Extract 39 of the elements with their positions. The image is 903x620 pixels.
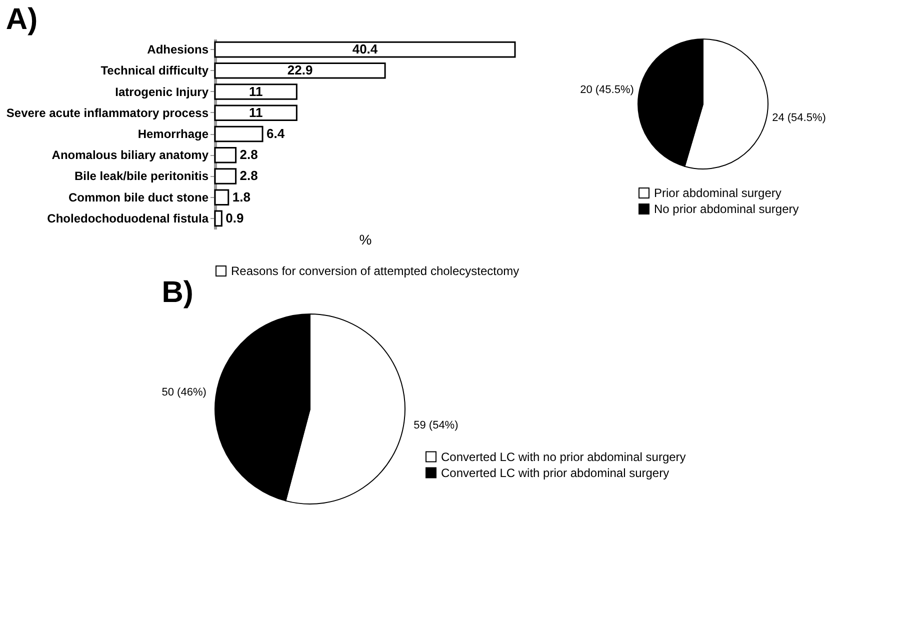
y-tick-label: Technical difficulty — [100, 64, 209, 78]
y-tick-label: Anomalous biliary anatomy — [52, 148, 209, 162]
bar — [214, 104, 298, 122]
y-tick-label: Adhesions — [147, 42, 209, 57]
y-tick-label: Common bile duct stone — [68, 190, 209, 204]
bar — [214, 189, 230, 206]
bar — [214, 126, 264, 142]
x-axis-title: % — [359, 232, 372, 248]
data-label: 59 (54%) — [414, 419, 458, 432]
bar — [214, 210, 222, 227]
legend-label: Reasons for conversion of attempted cholecystectomy — [231, 264, 520, 278]
data-label: 40.4 — [352, 42, 378, 57]
bar — [214, 168, 237, 184]
y-tick-label: Hemorrhage — [138, 127, 209, 141]
data-label: 0.9 — [226, 210, 244, 226]
legend-label: Prior abdominal surgery — [654, 186, 782, 200]
y-tick-label: Bile leak/bile peritonitis — [74, 169, 209, 184]
data-label: 6.4 — [266, 126, 286, 141]
y-tick-label: Iatrogenic Injury — [115, 84, 209, 99]
bar — [214, 41, 516, 58]
y-tick-label: Severe acute inflammatory process — [6, 106, 209, 120]
chart-title: B) — [162, 276, 194, 309]
legend-label: No prior abdominal surgery — [654, 202, 799, 216]
data-label: 50 (46%) — [162, 386, 206, 399]
data-label: 11 — [248, 104, 263, 120]
data-label: 1.8 — [232, 189, 250, 204]
data-label: 2.8 — [240, 147, 258, 162]
y-tick-label: Choledochoduodenal fistula — [47, 211, 209, 226]
legend-label: Converted LC with no prior abdominal surgery — [441, 450, 686, 464]
chart-title: A) — [6, 3, 38, 36]
bar — [214, 146, 237, 164]
data-label: 24 (54.5%) — [772, 112, 826, 124]
bar — [214, 84, 298, 100]
data-label: 11 — [248, 84, 263, 99]
legend-label: Converted LC with prior abdominal surgery — [441, 466, 670, 480]
data-label: 22.9 — [287, 62, 313, 78]
data-label: 20 (45.5%) — [580, 84, 634, 96]
data-label: 2.8 — [240, 168, 258, 184]
bar — [214, 62, 386, 79]
